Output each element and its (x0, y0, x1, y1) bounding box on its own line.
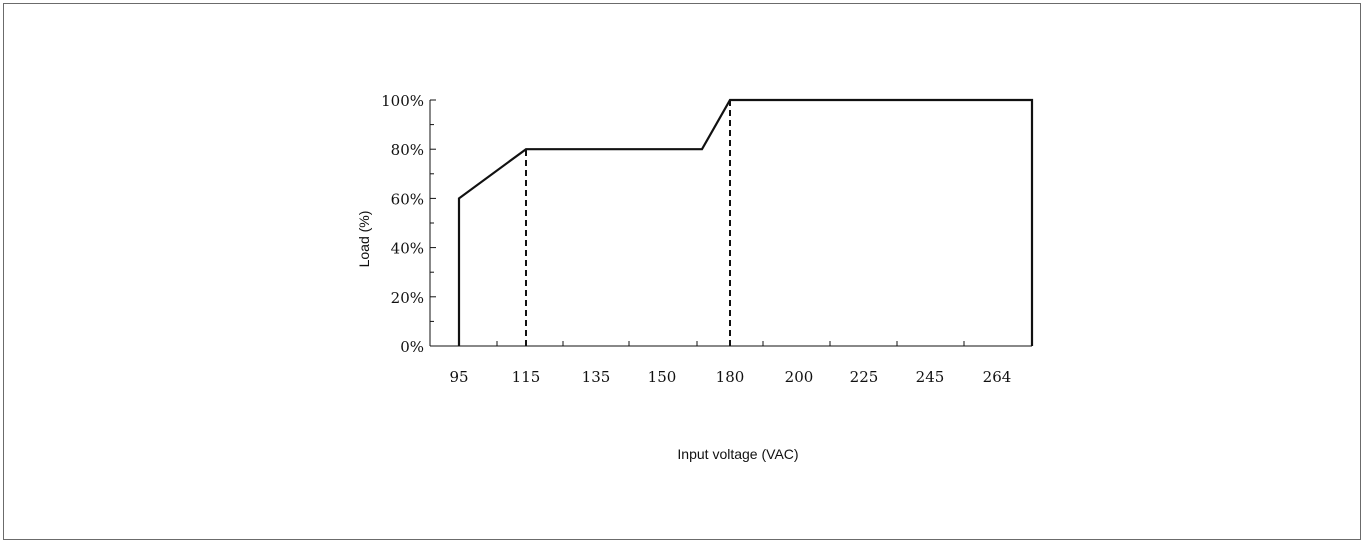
y-tick-label: 60% (391, 190, 424, 208)
x-tick-label: 200 (785, 368, 814, 386)
x-tick-label: 245 (916, 368, 945, 386)
reference-lines (525, 100, 731, 346)
y-axis-title: Load (%) (356, 211, 372, 268)
y-tick-label: 100% (381, 92, 424, 110)
y-tick-label: 40% (391, 240, 424, 258)
x-tick-label: 225 (850, 368, 879, 386)
series-line (457, 98, 1034, 346)
x-tick-label: 115 (512, 368, 541, 386)
y-tick-label: 20% (391, 289, 424, 307)
x-axis-title: Input voltage (VAC) (677, 446, 798, 462)
y-tick-label: 80% (391, 141, 424, 159)
x-tick-label: 95 (449, 368, 468, 386)
chart-frame (3, 3, 1361, 540)
x-tick-label: 180 (716, 368, 745, 386)
x-axis: 95 115 135 150 180 200 225 245 264 (430, 341, 1032, 386)
series-group (457, 98, 1034, 346)
x-tick-label: 264 (983, 368, 1012, 386)
x-tick-label: 150 (648, 368, 677, 386)
y-axis: 0% 20% 40% 60% 80% 100% (381, 92, 436, 356)
x-tick-label: 135 (582, 368, 611, 386)
y-tick-label: 0% (400, 338, 424, 356)
